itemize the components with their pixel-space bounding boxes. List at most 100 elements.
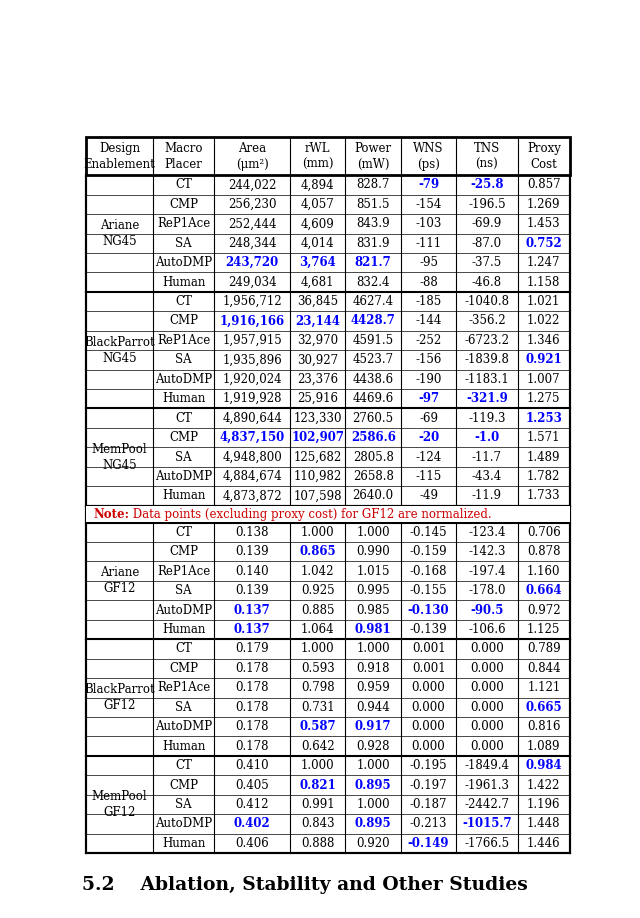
Text: -0.155: -0.155: [410, 584, 447, 597]
Text: 0.991: 0.991: [301, 798, 335, 811]
Text: -0.159: -0.159: [410, 545, 447, 558]
Text: 4428.7: 4428.7: [351, 315, 396, 328]
Text: 0.139: 0.139: [236, 545, 269, 558]
Text: 1,957,915: 1,957,915: [222, 334, 282, 347]
Text: 25,916: 25,916: [298, 392, 339, 405]
Text: 1.448: 1.448: [527, 817, 561, 831]
Text: 843.9: 843.9: [356, 218, 390, 230]
Text: 0.665: 0.665: [525, 700, 562, 714]
Text: -25.8: -25.8: [470, 178, 504, 192]
Text: 4469.6: 4469.6: [353, 392, 394, 405]
Text: 0.878: 0.878: [527, 545, 561, 558]
Text: 4438.6: 4438.6: [353, 373, 394, 386]
Text: 1.253: 1.253: [525, 411, 562, 425]
Text: 0.821: 0.821: [300, 778, 336, 791]
Text: 4,873,872: 4,873,872: [222, 489, 282, 502]
Text: 3,764: 3,764: [300, 256, 336, 269]
Bar: [86, 507, 570, 522]
Text: 0.752: 0.752: [525, 237, 562, 250]
Text: Human: Human: [162, 740, 205, 753]
Text: Human: Human: [162, 837, 205, 850]
Text: 0.706: 0.706: [527, 526, 561, 539]
Text: BlackParrot
NG45: BlackParrot NG45: [84, 336, 155, 364]
Text: 1.346: 1.346: [527, 334, 561, 347]
Text: 1,935,896: 1,935,896: [222, 353, 282, 366]
Text: 0.928: 0.928: [356, 740, 390, 753]
Text: 4,057: 4,057: [301, 198, 335, 211]
Text: 1.007: 1.007: [527, 373, 561, 386]
Text: 249,034: 249,034: [228, 275, 276, 288]
Text: -1040.8: -1040.8: [465, 295, 509, 308]
Text: 0.731: 0.731: [301, 700, 335, 714]
Text: CMP: CMP: [169, 315, 198, 328]
Text: CT: CT: [175, 643, 192, 655]
Text: MemPool
GF12: MemPool GF12: [92, 790, 147, 819]
Text: 23,144: 23,144: [295, 315, 340, 328]
Text: 0.000: 0.000: [412, 700, 445, 714]
Text: 0.944: 0.944: [356, 700, 390, 714]
Text: 1.089: 1.089: [527, 740, 561, 753]
Text: -356.2: -356.2: [468, 315, 506, 328]
Text: WNS
(ps): WNS (ps): [413, 141, 444, 171]
Text: -0.168: -0.168: [410, 565, 447, 577]
Text: CMP: CMP: [169, 431, 198, 444]
Text: 5.2    Ablation, Stability and Other Studies: 5.2 Ablation, Stability and Other Studie…: [83, 877, 528, 894]
Text: -1.0: -1.0: [474, 431, 500, 444]
Text: 125,682: 125,682: [294, 451, 342, 464]
Text: -1849.4: -1849.4: [465, 759, 509, 772]
Text: 243,720: 243,720: [225, 256, 279, 269]
Text: SA: SA: [175, 700, 192, 714]
Text: 2640.0: 2640.0: [353, 489, 394, 502]
Bar: [86, 137, 570, 175]
Text: 1.021: 1.021: [527, 295, 561, 308]
Text: CT: CT: [175, 759, 192, 772]
Text: -154: -154: [415, 198, 442, 211]
Text: -1839.8: -1839.8: [465, 353, 509, 366]
Text: 0.000: 0.000: [412, 681, 445, 694]
Text: 4591.5: 4591.5: [353, 334, 394, 347]
Text: ReP1Ace: ReP1Ace: [157, 681, 211, 694]
Text: 0.406: 0.406: [236, 837, 269, 850]
Text: 4627.4: 4627.4: [353, 295, 394, 308]
Text: -87.0: -87.0: [472, 237, 502, 250]
Text: 0.178: 0.178: [236, 721, 269, 733]
Text: 0.410: 0.410: [236, 759, 269, 772]
Text: 4,681: 4,681: [301, 275, 335, 288]
Text: 1.247: 1.247: [527, 256, 561, 269]
Text: Ariane
NG45: Ariane NG45: [100, 219, 139, 248]
Text: AutoDMP: AutoDMP: [155, 721, 212, 733]
Text: CT: CT: [175, 178, 192, 192]
Text: rWL
(mm): rWL (mm): [302, 141, 333, 171]
Text: -90.5: -90.5: [470, 604, 504, 617]
Text: -103: -103: [415, 218, 442, 230]
Text: SA: SA: [175, 353, 192, 366]
Text: AutoDMP: AutoDMP: [155, 373, 212, 386]
Text: Note: Data points (excluding proxy cost) for GF12 are normalized.: Note: Data points (excluding proxy cost)…: [130, 508, 526, 521]
Text: 1.733: 1.733: [527, 489, 561, 502]
Text: 107,598: 107,598: [294, 489, 342, 502]
Text: 0.857: 0.857: [527, 178, 561, 192]
Text: 0.959: 0.959: [356, 681, 390, 694]
Text: -185: -185: [415, 295, 442, 308]
Text: CMP: CMP: [169, 198, 198, 211]
Text: 0.000: 0.000: [470, 662, 504, 675]
Text: -196.5: -196.5: [468, 198, 506, 211]
Text: 0.816: 0.816: [527, 721, 561, 733]
Text: -11.9: -11.9: [472, 489, 502, 502]
Text: 0.178: 0.178: [236, 740, 269, 753]
Text: 1.422: 1.422: [527, 778, 561, 791]
Text: -144: -144: [415, 315, 442, 328]
Text: ReP1Ace: ReP1Ace: [157, 565, 211, 577]
Text: 1.782: 1.782: [527, 470, 561, 483]
Text: 4,948,800: 4,948,800: [222, 451, 282, 464]
Text: 0.664: 0.664: [525, 584, 562, 597]
Text: 0.981: 0.981: [355, 623, 392, 636]
Text: 821.7: 821.7: [355, 256, 392, 269]
Text: 0.885: 0.885: [301, 604, 335, 617]
Text: Power
(mW): Power (mW): [355, 141, 392, 171]
Text: AutoDMP: AutoDMP: [155, 817, 212, 831]
Text: 0.137: 0.137: [234, 604, 271, 617]
Text: -0.130: -0.130: [408, 604, 449, 617]
Text: Data points (excluding proxy cost) for GF12 are normalized.: Data points (excluding proxy cost) for G…: [129, 508, 492, 521]
Text: 0.972: 0.972: [527, 604, 561, 617]
